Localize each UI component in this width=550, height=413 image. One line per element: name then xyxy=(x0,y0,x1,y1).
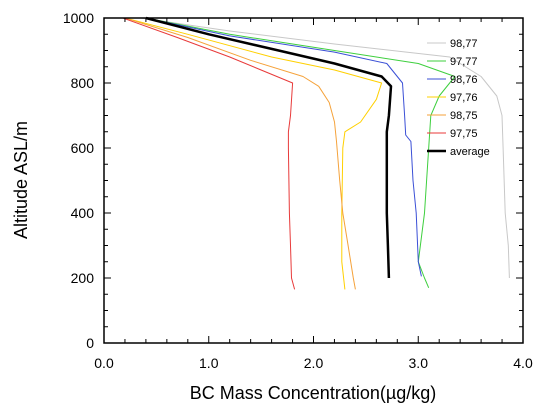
legend-label-2: 98,76 xyxy=(450,74,478,86)
series-line-6 xyxy=(145,16,393,279)
series-line-4 xyxy=(124,17,356,290)
series-line-5 xyxy=(122,17,296,290)
legend-label-6: average xyxy=(450,146,490,158)
legend-label-4: 98,75 xyxy=(450,110,478,122)
x-tick-label: 0.0 xyxy=(94,355,114,371)
y-tick-label: 200 xyxy=(71,270,95,286)
y-tick-label: 0 xyxy=(86,335,94,351)
series-line-3 xyxy=(124,17,383,290)
series-line-2 xyxy=(145,17,422,277)
y-tick-label: 400 xyxy=(71,205,95,221)
x-tick-label: 3.0 xyxy=(409,355,429,371)
series-line-0 xyxy=(140,17,510,279)
series-line-1 xyxy=(145,17,456,288)
legend-label-0: 98,77 xyxy=(450,38,478,50)
y-axis-title: Altitude ASL/m xyxy=(11,121,31,239)
y-tick-label: 600 xyxy=(71,140,95,156)
series-lines xyxy=(122,16,510,290)
x-tick-label: 2.0 xyxy=(304,355,324,371)
x-axis-title: BC Mass Concentration(µg/kg) xyxy=(190,383,436,403)
legend: 98,77 97,77 98,76 97,76 98,75 97,75 average xyxy=(427,38,490,158)
legend-label-5: 97,75 xyxy=(450,128,478,140)
legend-label-3: 97,76 xyxy=(450,92,478,104)
y-tick-label: 1000 xyxy=(63,10,94,26)
axes: 0.0 1.0 2.0 3.0 4.0 0 200 400 600 800 1000 xyxy=(63,10,533,371)
legend-label-1: 97,77 xyxy=(450,56,478,68)
x-tick-label: 1.0 xyxy=(199,355,219,371)
x-tick-label: 4.0 xyxy=(513,355,533,371)
y-tick-label: 800 xyxy=(71,75,95,91)
